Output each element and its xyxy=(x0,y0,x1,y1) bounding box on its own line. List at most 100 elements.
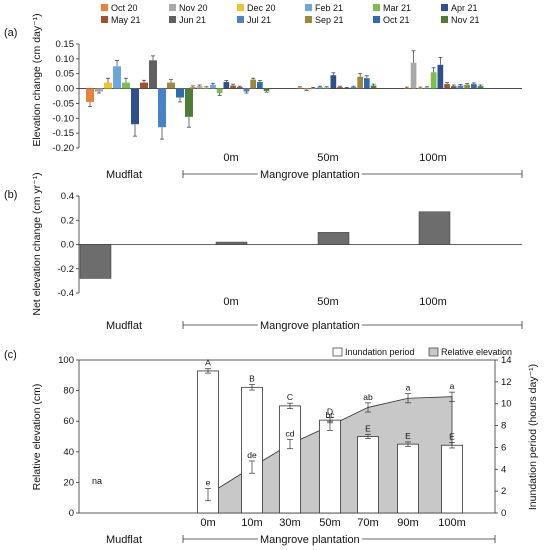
panel-a-y-tick-label: -0.15 xyxy=(52,128,74,139)
bar xyxy=(357,76,363,89)
bar xyxy=(330,75,337,89)
panel-c-label: (c) xyxy=(4,349,17,361)
panel-a-y-tick-label: -0.20 xyxy=(52,143,74,154)
bar xyxy=(104,82,112,89)
legend-label: Relative elevation xyxy=(441,347,512,357)
inundation-letter: C xyxy=(287,392,293,402)
legend-swatch xyxy=(169,16,176,23)
legend-label: Apr 21 xyxy=(451,3,478,13)
bar xyxy=(404,87,410,89)
panel-c-y-tick-label: 40 xyxy=(63,447,74,458)
bar xyxy=(236,87,243,89)
category-label: Mudflat xyxy=(106,169,142,181)
bar xyxy=(196,86,203,89)
legend-swatch xyxy=(332,347,343,357)
panel-c-y2-tick-label: 8 xyxy=(501,421,506,432)
bar xyxy=(310,87,317,89)
bar xyxy=(317,87,323,89)
panel-c-y-tick-label: 20 xyxy=(63,477,74,488)
legend-swatch xyxy=(428,347,439,357)
panel-c-legend: Inundation period Relative elevation xyxy=(332,347,512,357)
bar xyxy=(297,87,303,89)
category-label: 30m xyxy=(279,517,300,529)
category-label: 90m xyxy=(397,517,418,529)
panel-b-label: (b) xyxy=(4,189,17,201)
category-label: 50m xyxy=(319,517,340,529)
category-label: 0m xyxy=(200,517,215,529)
elevation-letter: ab xyxy=(363,392,373,402)
panel-c-group-label: Mangrove plantation xyxy=(260,534,360,546)
panel-b-y-tick-label: -0.2 xyxy=(58,264,74,275)
legend-label: Sep 21 xyxy=(315,15,344,25)
panel-c: (c) Inundation period Relative elevation … xyxy=(4,347,539,549)
panel-c-y2-tick-label: 2 xyxy=(501,486,506,497)
panel-b-y-tick-label: -0.4 xyxy=(58,288,74,299)
elevation-letter: de xyxy=(247,450,257,460)
bar xyxy=(223,82,230,89)
bar xyxy=(185,88,193,117)
panel-a-y-tick-label: 0.10 xyxy=(56,54,75,65)
legend-label: Dec 20 xyxy=(247,3,276,13)
category-label: 0m xyxy=(223,152,238,164)
panel-a-categories: Mudflat 0m 50m 100m xyxy=(106,152,447,181)
category-label: Mudflat xyxy=(106,534,142,546)
inundation-letter: E xyxy=(365,423,371,433)
panel-a: (a) Oct 20 Nov 20 Dec 20 Feb 21 Mar 21 Apr 21… xyxy=(4,3,523,184)
panel-c-y2-tick-label: 4 xyxy=(501,464,506,475)
bar xyxy=(430,72,437,89)
bar xyxy=(140,82,148,89)
panel-c-plot: A B C D E E Ee de cd bc ab a a xyxy=(197,358,463,514)
bar xyxy=(410,62,417,89)
panel-b-y-axis: -0.4 -0.2 0.0 0.2 0.4 xyxy=(58,191,522,299)
panel-c-categories: Mudflat 0m 10m 30m 50m 70m 90m 100m xyxy=(106,517,466,546)
bar xyxy=(444,84,450,89)
legend-swatch xyxy=(169,4,176,11)
bar xyxy=(263,88,270,91)
legend-label: May 21 xyxy=(111,15,141,25)
panel-a-bars xyxy=(86,50,484,140)
category-label: 100m xyxy=(419,152,447,164)
elevation-letter: a xyxy=(450,381,455,391)
inundation-bar xyxy=(397,443,419,514)
bar xyxy=(337,87,343,89)
bar xyxy=(230,85,236,89)
elevation-letter: bc xyxy=(326,410,336,420)
inundation-letter: B xyxy=(249,374,255,384)
category-label: 0m xyxy=(223,296,238,308)
bar xyxy=(323,87,330,89)
bar xyxy=(216,88,223,94)
bar xyxy=(203,87,210,89)
panel-c-y-tick-label: 0 xyxy=(69,508,74,519)
category-label: 100m xyxy=(419,296,447,308)
bar xyxy=(464,84,470,89)
legend-label: Oct 21 xyxy=(383,15,410,25)
bar xyxy=(303,88,310,90)
panel-b-y-tick-label: 0.4 xyxy=(61,191,74,202)
legend-swatch xyxy=(237,4,244,11)
panel-a-y-tick-label: 0.05 xyxy=(56,69,75,80)
inundation-letter: E xyxy=(449,432,455,442)
inundation-letter: D xyxy=(327,406,333,416)
panel-a-legend: Oct 20 Nov 20 Dec 20 Feb 21 Mar 21 Apr 21 May … xyxy=(101,3,480,25)
legend-label: Jul 21 xyxy=(247,15,271,25)
net-change-bar xyxy=(418,211,451,245)
bar xyxy=(471,84,477,89)
category-label: 10m xyxy=(241,517,262,529)
panel-c-ylabel: Relative elevation (cm) xyxy=(31,384,43,491)
legend-label: Nov 20 xyxy=(179,3,208,13)
panel-a-group-label: Mangrove plantation xyxy=(260,169,360,181)
panel-c-y2label: Inundation period (hours day⁻¹) xyxy=(527,364,539,510)
legend-label: Nov 21 xyxy=(451,15,480,25)
panel-a-label: (a) xyxy=(4,27,17,39)
legend-label: Jun 21 xyxy=(179,15,206,25)
panel-c-y2-tick-label: 10 xyxy=(501,399,512,410)
panel-a-ylabel: Elevation change (cm day⁻¹) xyxy=(31,13,43,146)
bar xyxy=(176,88,184,98)
bar xyxy=(370,85,377,89)
bar xyxy=(364,78,370,89)
elevation-letter: cd xyxy=(286,429,295,439)
legend-swatch xyxy=(237,16,244,23)
panel-b-ylabel: Net elevation change (cm yr⁻¹) xyxy=(31,172,43,315)
inundation-bar xyxy=(279,405,301,514)
panel-c-y-tick-label: 100 xyxy=(58,355,74,366)
